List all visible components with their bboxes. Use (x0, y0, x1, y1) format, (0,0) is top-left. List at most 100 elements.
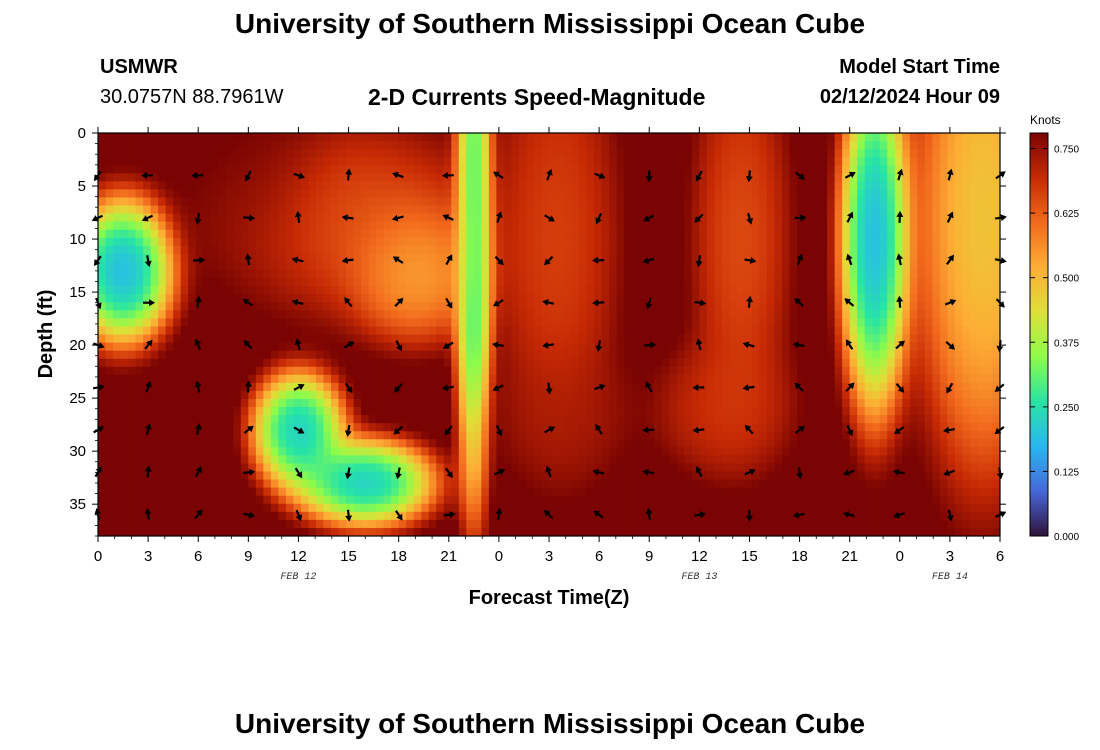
heatmap-cell (586, 382, 595, 392)
heatmap-cell (579, 503, 588, 513)
heatmap-cell (135, 334, 144, 344)
heatmap-cell (466, 455, 475, 465)
heatmap-cell (631, 358, 640, 368)
heatmap-cell (714, 382, 723, 392)
heatmap-cell (331, 205, 340, 215)
heatmap-cell (639, 189, 648, 199)
heatmap-cell (624, 374, 633, 384)
heatmap-cell (503, 407, 513, 416)
heatmap-cell (451, 302, 460, 311)
heatmap-cell (180, 415, 189, 424)
heatmap-cell (549, 495, 558, 505)
heatmap-cell (661, 189, 670, 199)
heatmap-cell (278, 141, 287, 150)
heatmap-cell (827, 415, 836, 424)
heatmap-cell (661, 213, 670, 223)
heatmap-cell (473, 415, 482, 424)
heatmap-cell (331, 181, 340, 191)
heatmap-cell (383, 390, 392, 400)
heatmap-cell (308, 350, 317, 360)
heatmap-cell (503, 398, 513, 408)
heatmap-cell (173, 358, 182, 368)
heatmap-cell (549, 189, 558, 199)
heatmap-cell (338, 261, 347, 271)
heatmap-cell (353, 374, 362, 384)
heatmap-cell (782, 439, 791, 448)
heatmap-cell (120, 334, 129, 344)
heatmap-cell (714, 423, 723, 432)
heatmap-cell (571, 221, 580, 231)
heatmap-cell (466, 431, 475, 440)
heatmap-cell (188, 181, 197, 191)
heatmap-cell (594, 270, 603, 279)
heatmap-cell (143, 415, 152, 424)
heatmap-cell (143, 270, 152, 279)
heatmap-cell (751, 487, 761, 497)
heatmap-cell (496, 261, 505, 271)
heatmap-cell (331, 270, 340, 279)
heatmap-cell (98, 358, 107, 368)
heatmap-cell (729, 229, 738, 239)
heatmap-cell (113, 415, 122, 424)
heatmap-cell (255, 318, 264, 328)
heatmap-cell (819, 173, 828, 182)
heatmap-cell (827, 366, 836, 376)
heatmap-cell (255, 431, 264, 440)
heatmap-cell (812, 519, 821, 529)
heatmap-cell (646, 479, 655, 489)
heatmap-cell (631, 318, 640, 328)
heatmap-cell (263, 334, 272, 344)
heatmap-cell (481, 318, 490, 328)
heatmap-cell (549, 197, 558, 207)
heatmap-cell (413, 213, 422, 223)
heatmap-cell (158, 294, 167, 303)
heatmap-cell (714, 197, 723, 207)
heatmap-cell (143, 407, 152, 416)
heatmap-cell (285, 278, 295, 287)
heatmap-cell (218, 495, 227, 505)
heatmap-cell (518, 423, 528, 432)
heatmap-cell (98, 487, 107, 497)
heatmap-cell (541, 447, 550, 456)
heatmap-cell (549, 350, 558, 360)
heatmap-cell (797, 519, 806, 529)
heatmap-cell (699, 189, 708, 199)
heatmap-cell (338, 366, 347, 376)
heatmap-cell (579, 310, 588, 319)
heatmap-cell (827, 173, 836, 182)
heatmap-cell (98, 261, 107, 271)
heatmap-cell (135, 439, 144, 448)
heatmap-cell (150, 334, 159, 344)
heatmap-cell (714, 503, 723, 513)
heatmap-cell (774, 374, 783, 384)
heatmap-cell (458, 302, 467, 311)
heatmap-cell (511, 479, 520, 489)
heatmap-cell (789, 366, 798, 376)
heatmap-cell (571, 366, 580, 376)
heatmap-cell (729, 350, 738, 360)
heatmap-cell (661, 286, 670, 295)
heatmap-cell (676, 407, 685, 416)
heatmap-cell (511, 471, 520, 481)
heatmap-cell (293, 149, 302, 158)
heatmap-cell (120, 342, 129, 352)
heatmap-cell (789, 318, 798, 328)
heatmap-cell (466, 398, 475, 408)
heatmap-cell (443, 245, 452, 255)
heatmap-cell (766, 455, 776, 465)
heatmap-cell (661, 519, 670, 529)
heatmap-cell (248, 326, 257, 336)
heatmap-cell (195, 229, 204, 239)
heatmap-cell (624, 527, 633, 536)
heatmap-cell (759, 197, 768, 207)
heatmap-cell (564, 165, 573, 174)
heatmap-cell (443, 495, 452, 505)
heatmap-cell (571, 205, 580, 215)
heatmap-cell (736, 278, 746, 287)
heatmap-cell (639, 390, 648, 400)
heatmap-cell (255, 141, 264, 150)
heatmap-cell (421, 471, 430, 481)
heatmap-cell (458, 157, 467, 166)
heatmap-cell (729, 398, 738, 408)
heatmap-cell (173, 423, 182, 432)
